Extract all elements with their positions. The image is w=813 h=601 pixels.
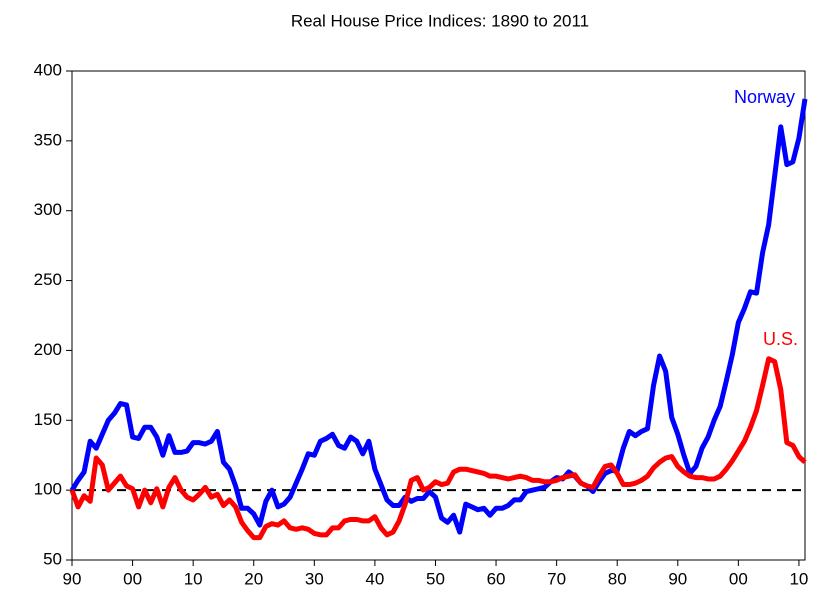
x-tick-label: 50 — [426, 569, 445, 588]
x-tick-label: 00 — [123, 569, 142, 588]
y-tick-label: 300 — [34, 200, 62, 219]
x-tick-label: 20 — [244, 569, 263, 588]
series-line — [69, 356, 807, 541]
x-tick-label: 60 — [487, 569, 506, 588]
x-tick-label: 70 — [547, 569, 566, 588]
series-line — [69, 98, 808, 535]
plot-frame — [71, 70, 806, 561]
x-tick-label: 40 — [365, 569, 384, 588]
x-tick-label: 30 — [305, 569, 324, 588]
y-tick-label: 350 — [34, 130, 62, 149]
y-tick-label: 50 — [43, 549, 62, 568]
y-tick-label: 400 — [34, 60, 62, 79]
x-tick-label: 10 — [789, 569, 808, 588]
y-tick-label: 100 — [34, 480, 62, 499]
series-label: Norway — [734, 87, 795, 107]
x-tick-label: 90 — [668, 569, 687, 588]
x-tick-label: 90 — [63, 569, 82, 588]
series-label: U.S. — [763, 329, 798, 349]
x-tick-label: 10 — [184, 569, 203, 588]
y-tick-label: 250 — [34, 270, 62, 289]
y-tick-label: 200 — [34, 340, 62, 359]
y-tick-label: 150 — [34, 410, 62, 429]
chart-title: Real House Price Indices: 1890 to 2011 — [291, 11, 589, 30]
x-tick-label: 00 — [729, 569, 748, 588]
x-tick-label: 80 — [608, 569, 627, 588]
